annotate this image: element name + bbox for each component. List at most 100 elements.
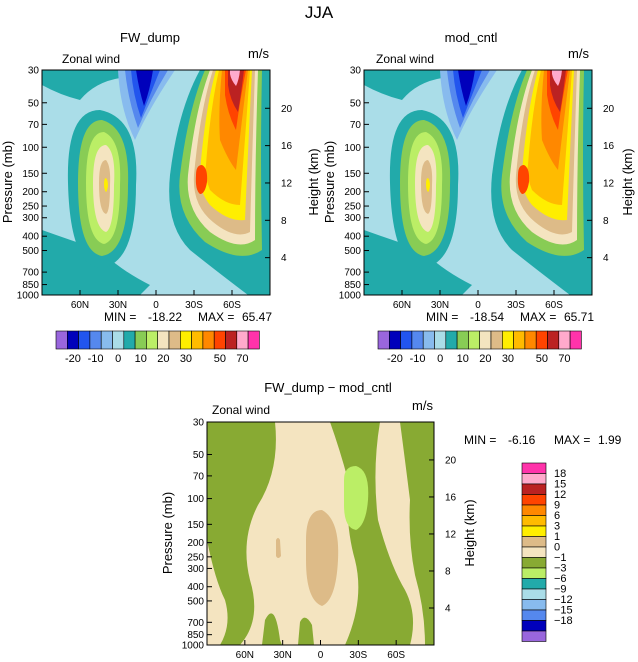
colorbar-tick-label: −18 [554,615,573,627]
contour-region [400,422,434,645]
y-tick-label: 50 [28,98,40,109]
colorbar-swatch [524,330,537,350]
y2-tick-label: 4 [603,253,609,264]
colorbar: -20 -10 0 10 20 30 50 70 [377,330,582,365]
contour-region [136,70,153,106]
stat-min: -18.22 [148,310,182,324]
y-tick-label: 150 [344,169,361,180]
colorbar-tick-label: −15 [554,605,573,617]
colorbar-swatch [479,330,492,350]
colorbar-tick-label: -10 [410,353,426,365]
y2-tick-label: 20 [281,104,293,115]
colorbar-swatch [112,330,125,350]
stat-max: 65.71 [564,310,594,324]
colorbar-tick-label: 0 [554,542,560,554]
colorbar-tick-label: 0 [115,353,121,365]
colorbar-swatch [521,557,547,569]
colorbar-swatch [521,525,547,537]
y-tick-label: 850 [22,280,39,291]
colorbar-swatch [247,330,260,350]
colorbar-tick-label: -10 [88,353,104,365]
colorbar-tick-label: 20 [479,353,491,365]
colorbar-swatch [236,330,249,350]
y-tick-label: 200 [22,187,39,198]
y2-axis-label: Height (km) [620,148,635,215]
colorbar-swatch [388,330,401,350]
y-tick-label: 500 [22,246,39,257]
colorbar-swatch [123,330,136,350]
colorbar-swatch [168,330,181,350]
variable-label: Zonal wind [376,52,434,66]
y-tick-label: 150 [187,520,204,531]
colorbar-tick-label: −3 [554,563,567,575]
colorbar-swatch [535,330,548,350]
colorbar-swatch [558,330,571,350]
colorbar-swatch [422,330,435,350]
colorbar-tick-label: −6 [554,573,567,585]
colorbar-tick-label: 10 [457,353,469,365]
y2-axis-ticks: 4 8 12 16 20 [429,455,457,614]
y-tick-label: 50 [193,450,205,461]
y2-tick-label: 12 [281,178,293,189]
colorbar-swatch [521,536,547,548]
x-tick-label: 60N [393,300,411,311]
colorbar-swatch [521,620,547,632]
colorbar-tick-label: 1 [554,531,560,543]
stat-min-label: MIN = [464,433,496,447]
y-tick-label: 100 [344,143,361,154]
y2-tick-label: 16 [603,141,615,152]
y-tick-label: 250 [187,552,204,563]
panel-mod-cntl: mod_cntl Zonal wind m/s [322,30,635,365]
colorbar-swatch [67,330,79,350]
y2-tick-label: 20 [603,104,615,115]
y-tick-label: 100 [187,494,204,505]
y2-tick-label: 8 [445,566,451,577]
x-tick-label: 60S [223,300,241,311]
y2-tick-label: 20 [445,455,457,466]
colorbar-tick-label: 70 [236,353,248,365]
y-tick-label: 200 [187,538,204,549]
colorbar-tick-label: -20 [65,353,81,365]
colorbar-tick-label: 30 [502,353,514,365]
contour-region [552,70,562,86]
colorbar-swatch [521,567,547,579]
colorbar-swatch [501,330,514,350]
colorbar: -20 -10 0 10 20 30 50 70 [55,330,260,365]
colorbar-tick-label: 9 [554,500,560,512]
x-tick-label: 30N [431,300,449,311]
colorbar-swatch [521,462,547,474]
y-tick-label: 200 [344,187,361,198]
x-tick-label: 30S [507,300,525,311]
contour-region [426,178,430,192]
panel-title: mod_cntl [445,30,498,45]
contour-region [364,70,442,100]
contour-region [298,617,314,645]
x-tick-label: 30S [349,650,367,661]
contour-region [276,538,281,558]
y-tick-label: 400 [187,582,204,593]
y2-tick-label: 12 [445,529,457,540]
y2-tick-label: 16 [281,141,293,152]
stat-max: 1.99 [598,433,622,447]
panel-fw-dump: FW_dump Zonal wind m/s [0,30,321,365]
colorbar-tick-label: 6 [554,510,560,522]
x-tick-label: 30N [109,300,127,311]
contour-region [104,178,108,192]
colorbar-swatch [521,599,547,611]
colorbar-swatch [521,483,547,495]
y2-axis-ticks: 4 8 12 16 20 [587,104,615,264]
contour-region [195,165,208,194]
y-axis-label: Pressure (mb) [322,141,337,223]
x-tick-label: 60N [236,650,254,661]
y-tick-label: 50 [350,98,362,109]
y2-tick-label: 8 [603,216,609,227]
colorbar-swatch [521,494,547,506]
y-tick-label: 1000 [339,291,362,302]
colorbar-tick-label: 18 [554,468,566,480]
y-tick-label: 300 [344,213,361,224]
colorbar-swatch [521,588,547,600]
units-label: m/s [412,398,433,413]
